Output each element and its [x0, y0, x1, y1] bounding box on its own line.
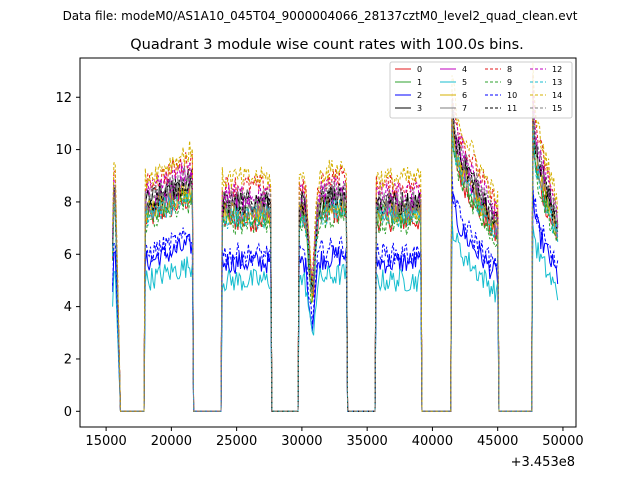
y-tick-label: 4	[64, 300, 72, 315]
x-tick-label: 35000	[346, 434, 387, 449]
series-line-14	[112, 62, 559, 412]
legend-label-3: 3	[417, 104, 422, 113]
series-line-10	[112, 170, 559, 412]
x-tick-label: 25000	[216, 434, 257, 449]
series-line-5	[112, 217, 559, 412]
series-line-15	[112, 99, 559, 412]
x-tick-label: 45000	[477, 434, 518, 449]
y-tick-label: 10	[55, 143, 72, 158]
legend-label-15: 15	[552, 104, 562, 113]
x-tick-label: 20000	[151, 434, 192, 449]
legend-label-7: 7	[462, 104, 467, 113]
legend-label-8: 8	[507, 65, 512, 74]
x-axis: 15000 20000 25000 30000 35000 40000 45000 50000	[85, 427, 584, 449]
legend-label-9: 9	[507, 78, 512, 87]
legend-box	[389, 61, 573, 119]
y-tick-label: 6	[64, 248, 72, 263]
legend-label-11: 11	[507, 104, 517, 113]
y-tick-label: 8	[64, 195, 72, 210]
y-tick-label: 2	[64, 352, 72, 367]
legend-label-4: 4	[462, 65, 467, 74]
x-tick-label: 50000	[542, 434, 583, 449]
y-axis: 0 2 4 6 8 10 12	[55, 91, 80, 420]
legend-label-10: 10	[507, 91, 517, 100]
legend-label-14: 14	[552, 91, 562, 100]
legend-label-1: 1	[417, 78, 422, 87]
legend-label-6: 6	[462, 91, 467, 100]
chart-suptitle: Data file: modeM0/AS1A10_045T04_90000040…	[63, 9, 578, 23]
series-line-11	[112, 112, 559, 412]
legend-label-5: 5	[462, 78, 467, 87]
legend-label-2: 2	[417, 91, 422, 100]
legend-label-13: 13	[552, 78, 562, 87]
y-tick-label: 0	[64, 405, 72, 420]
series-line-13	[112, 121, 559, 412]
x-offset-label: +3.453e8	[511, 455, 575, 470]
x-tick-label: 40000	[412, 434, 453, 449]
plot-frame	[79, 57, 577, 428]
legend-label-12: 12	[552, 65, 562, 74]
x-tick-label: 30000	[281, 434, 322, 449]
series-line-8	[112, 74, 559, 412]
y-tick-label: 12	[55, 91, 72, 106]
chart-title: Quadrant 3 module wise count rates with …	[130, 37, 524, 53]
x-tick-label: 15000	[85, 434, 126, 449]
series-layer	[112, 62, 559, 412]
legend-label-0: 0	[417, 65, 422, 74]
